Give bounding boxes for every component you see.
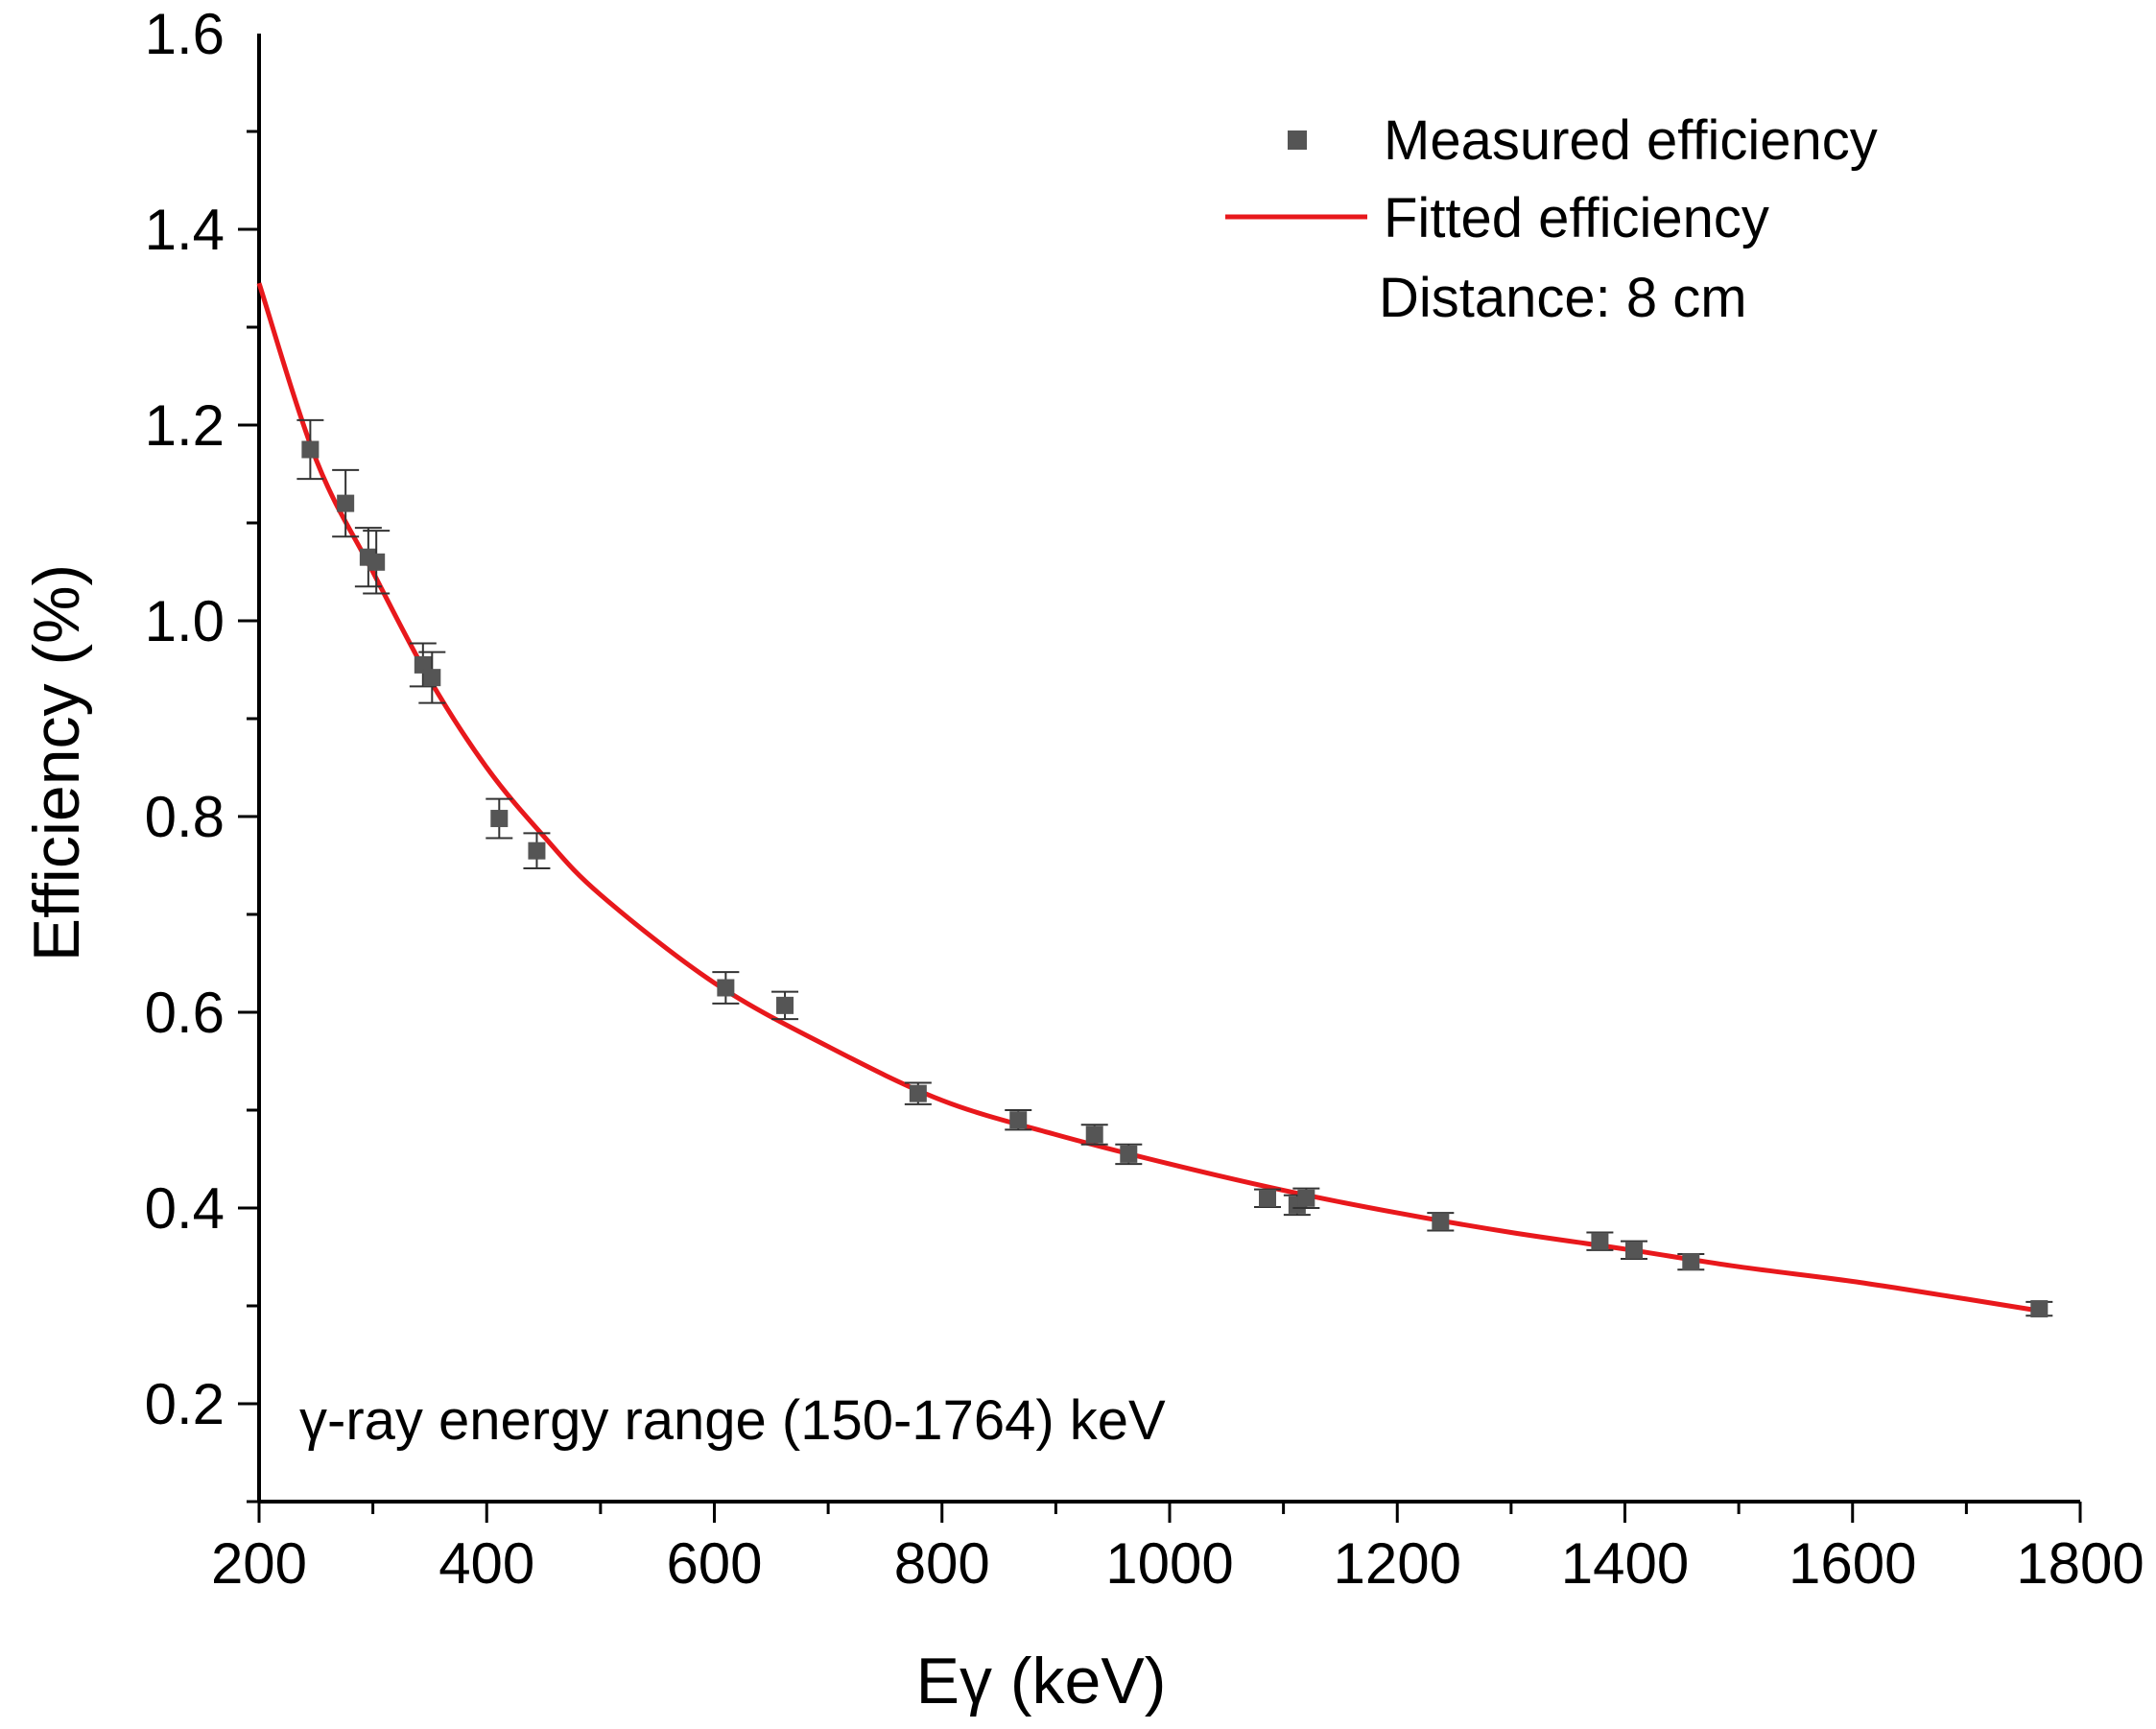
point-marker (301, 440, 320, 459)
fitted-curve (256, 282, 2040, 1314)
legend: Measured efficiency Fitted efficiency Di… (1225, 109, 1878, 329)
point-marker (337, 494, 355, 512)
legend-label-fitted: Fitted efficiency (1384, 187, 1769, 249)
data-point (1080, 1124, 1108, 1146)
x-tick-label: 1400 (1561, 1531, 1689, 1596)
point-marker (490, 810, 509, 828)
x-tick-label: 1800 (2016, 1531, 2144, 1596)
point-marker (528, 841, 546, 860)
point-marker (1432, 1213, 1450, 1231)
measured-series (296, 418, 2053, 1318)
x-tick-label: 600 (666, 1531, 762, 1596)
data-point (1586, 1231, 1614, 1251)
y-tick-label: 1.2 (145, 393, 225, 458)
data-point (771, 990, 799, 1021)
x-tick-label: 200 (211, 1531, 307, 1596)
data-point (1254, 1188, 1282, 1208)
point-marker (1682, 1253, 1700, 1271)
data-point (332, 468, 360, 538)
fitted-series (256, 282, 2040, 1314)
y-tick-label: 1.0 (145, 589, 225, 653)
x-tick-label: 1600 (1789, 1531, 1916, 1596)
data-point (418, 651, 446, 704)
data-point (2026, 1300, 2053, 1318)
point-marker (909, 1084, 927, 1102)
data-point (486, 797, 513, 840)
y-tick-label: 0.6 (145, 981, 225, 1045)
annotation-energy-range: γ-ray energy range (150-1764) keV (299, 1389, 1166, 1452)
point-marker (367, 553, 386, 571)
point-marker (1009, 1111, 1028, 1129)
data-point (1115, 1143, 1143, 1166)
point-marker (1591, 1232, 1609, 1250)
point-marker (1624, 1241, 1643, 1259)
y-tick-label: 0.4 (145, 1176, 225, 1241)
x-tick-label: 800 (894, 1531, 990, 1596)
data-point (1427, 1212, 1455, 1232)
data-point (1005, 1109, 1032, 1131)
data-point (363, 530, 391, 595)
y-tick-label: 0.8 (145, 785, 225, 849)
y-tick-label: 1.4 (145, 198, 225, 262)
legend-marker-measured (1288, 130, 1307, 150)
point-marker (1259, 1189, 1277, 1207)
y-tick-label: 0.2 (145, 1372, 225, 1436)
data-point (523, 832, 551, 870)
point-marker (776, 996, 794, 1014)
data-point (1677, 1252, 1705, 1271)
x-tick-label: 1200 (1334, 1531, 1461, 1596)
point-marker (1120, 1145, 1138, 1163)
data-point (904, 1081, 932, 1105)
data-point (1620, 1240, 1647, 1261)
data-point (712, 971, 740, 1005)
annotation-distance: Distance: 8 cm (1379, 267, 1747, 329)
x-tick-label: 400 (438, 1531, 534, 1596)
axes (257, 34, 2080, 1504)
point-marker (1297, 1189, 1315, 1207)
point-marker (1085, 1125, 1103, 1144)
x-axis-ticks: 200 400 600 800 1000 1200 1400 1600 1800 (211, 1502, 2144, 1596)
legend-label-measured: Measured efficiency (1384, 109, 1878, 172)
point-marker (423, 669, 441, 687)
y-axis-ticks: 0.2 0.4 0.6 0.8 1.0 1.2 1.4 1.6 (145, 2, 259, 1504)
data-point (1292, 1187, 1320, 1209)
x-axis-title: Eγ (keV) (916, 1645, 1167, 1717)
data-point (296, 418, 324, 481)
x-tick-label: 1000 (1105, 1531, 1233, 1596)
y-tick-label: 1.6 (145, 2, 225, 66)
point-marker (717, 979, 735, 997)
point-marker (2030, 1300, 2049, 1318)
y-axis-title: Efficiency (%) (20, 564, 93, 961)
